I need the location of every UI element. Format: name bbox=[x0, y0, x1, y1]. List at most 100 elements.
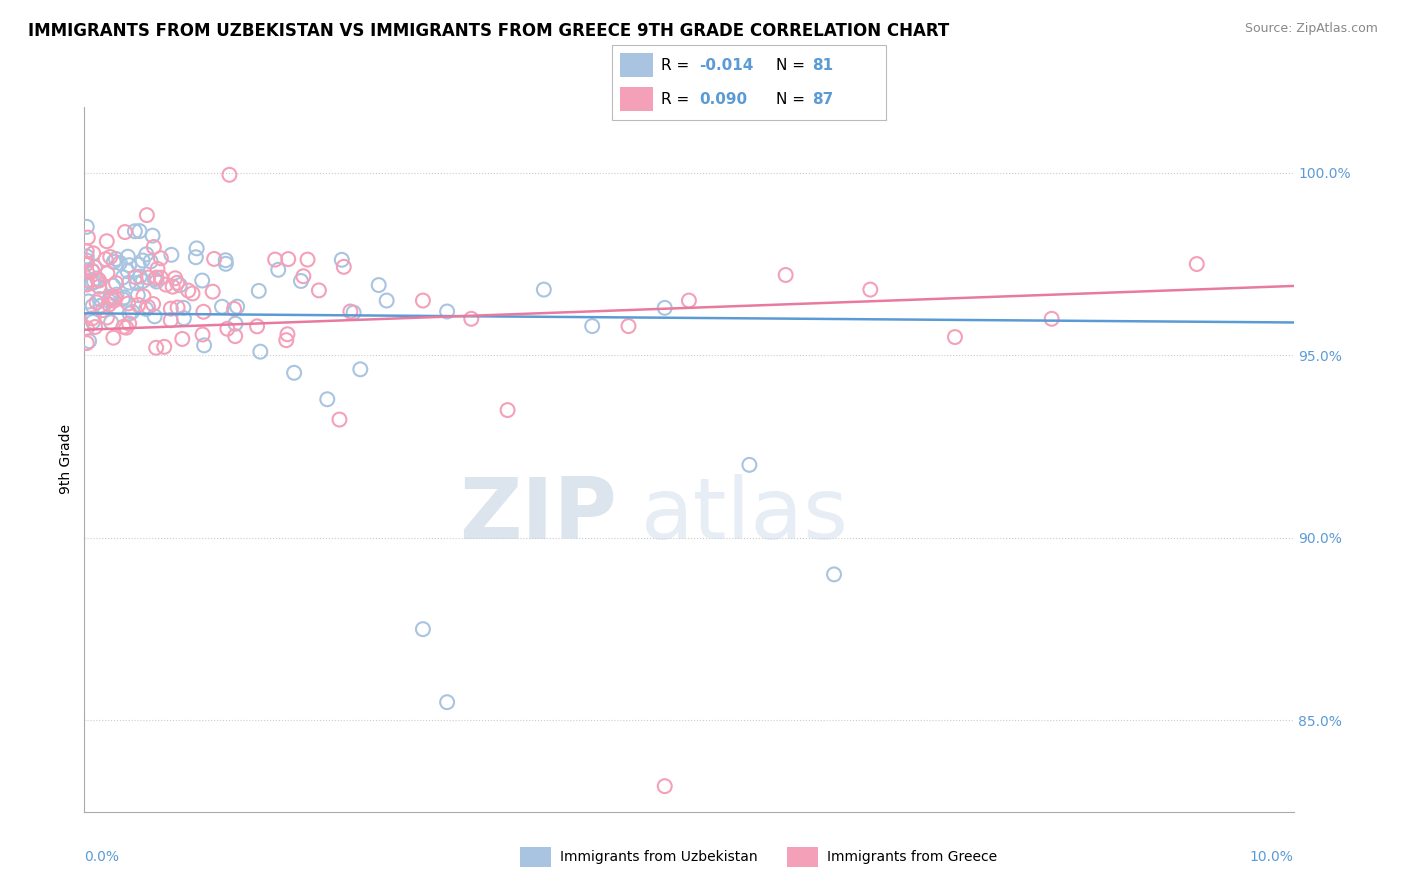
Point bbox=[823, 567, 845, 582]
Point bbox=[128, 269, 150, 284]
Point bbox=[82, 263, 104, 277]
Point bbox=[96, 310, 118, 325]
Point bbox=[124, 270, 146, 285]
Point bbox=[328, 412, 350, 426]
Point bbox=[436, 304, 458, 318]
Point bbox=[160, 248, 183, 262]
Point bbox=[132, 274, 155, 288]
Point bbox=[115, 320, 138, 334]
Point bbox=[654, 779, 676, 793]
Point bbox=[202, 252, 225, 266]
Point bbox=[82, 311, 104, 326]
Point bbox=[117, 250, 139, 264]
Point bbox=[297, 252, 319, 267]
Point bbox=[292, 269, 315, 284]
Point bbox=[82, 277, 104, 291]
Point bbox=[177, 284, 200, 298]
Point bbox=[76, 219, 98, 234]
Point bbox=[131, 253, 153, 268]
Point bbox=[139, 254, 162, 268]
Point bbox=[290, 274, 312, 288]
Point bbox=[127, 288, 149, 302]
Point bbox=[226, 300, 249, 314]
Point bbox=[201, 285, 224, 299]
Point bbox=[193, 338, 215, 352]
Point bbox=[76, 250, 98, 264]
Point bbox=[124, 224, 146, 238]
Point bbox=[114, 225, 136, 239]
Point bbox=[76, 336, 98, 351]
Point bbox=[104, 252, 127, 266]
Point bbox=[121, 305, 143, 319]
Point bbox=[775, 268, 797, 282]
Point bbox=[86, 295, 108, 310]
Point bbox=[76, 244, 98, 259]
Point bbox=[82, 246, 104, 260]
Point bbox=[218, 168, 240, 182]
Point bbox=[83, 275, 105, 289]
Point bbox=[82, 299, 104, 313]
Point bbox=[617, 319, 640, 334]
Point bbox=[267, 262, 290, 277]
Point bbox=[172, 332, 194, 346]
Point bbox=[82, 264, 104, 278]
Text: R =: R = bbox=[661, 58, 695, 72]
Point bbox=[77, 294, 100, 309]
Point bbox=[159, 313, 181, 327]
Point bbox=[224, 329, 246, 343]
Point bbox=[103, 255, 125, 269]
Point bbox=[101, 278, 124, 293]
Point bbox=[98, 297, 121, 311]
Point bbox=[76, 273, 98, 287]
Text: 0.0%: 0.0% bbox=[84, 850, 120, 864]
Point bbox=[76, 230, 98, 244]
Point bbox=[149, 252, 172, 266]
Point bbox=[112, 319, 135, 334]
Point bbox=[264, 252, 287, 267]
Point bbox=[76, 253, 98, 268]
Point bbox=[118, 276, 141, 290]
Point bbox=[103, 331, 125, 345]
Bar bbox=[620, 87, 652, 112]
Point bbox=[533, 283, 555, 297]
Point bbox=[460, 311, 482, 326]
Text: Immigrants from Uzbekistan: Immigrants from Uzbekistan bbox=[560, 850, 758, 864]
Point bbox=[283, 366, 305, 380]
Point bbox=[145, 341, 167, 355]
Point bbox=[118, 306, 141, 320]
Text: R =: R = bbox=[661, 92, 695, 107]
Point bbox=[308, 284, 330, 298]
Point bbox=[654, 301, 676, 315]
Point bbox=[87, 279, 110, 293]
Point bbox=[86, 271, 108, 285]
Point bbox=[224, 317, 246, 331]
Point bbox=[165, 271, 187, 285]
Point bbox=[859, 283, 882, 297]
Point bbox=[100, 315, 122, 329]
Point bbox=[222, 301, 245, 316]
Text: atlas: atlas bbox=[641, 475, 849, 558]
Point bbox=[181, 286, 204, 301]
Point bbox=[136, 300, 159, 314]
Point bbox=[339, 304, 361, 318]
Text: 0.090: 0.090 bbox=[699, 92, 748, 107]
Point bbox=[173, 311, 195, 326]
Point bbox=[342, 305, 364, 319]
Point bbox=[111, 292, 134, 306]
Point bbox=[330, 252, 353, 267]
Bar bbox=[620, 53, 652, 78]
Point bbox=[84, 320, 107, 334]
Point bbox=[128, 258, 150, 272]
Text: 10.0%: 10.0% bbox=[1250, 850, 1294, 864]
Point bbox=[412, 622, 434, 636]
Point bbox=[145, 270, 167, 285]
Point bbox=[108, 256, 131, 270]
Point bbox=[118, 317, 141, 331]
Point bbox=[678, 293, 700, 308]
Point bbox=[125, 276, 148, 290]
Point bbox=[104, 291, 127, 305]
Point bbox=[1185, 257, 1208, 271]
Point bbox=[76, 257, 98, 271]
Point bbox=[127, 298, 149, 312]
Point bbox=[111, 270, 134, 285]
